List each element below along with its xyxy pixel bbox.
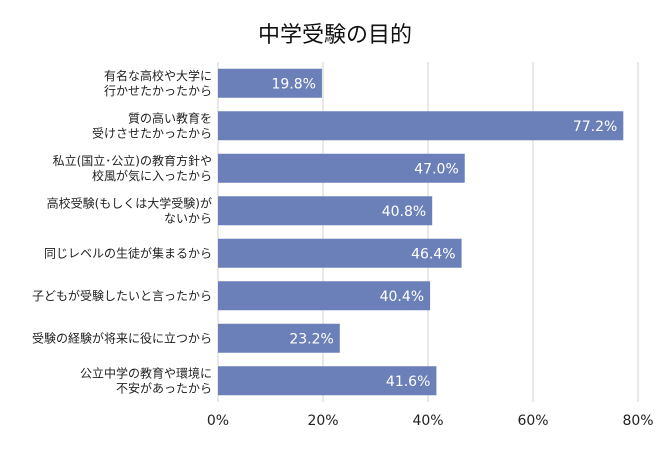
data-label: 77.2% — [573, 119, 617, 135]
bars: 19.8% 77.2% 47.0% 40.8% 46.4% 40.4% 23.2% 41.6% — [218, 68, 624, 396]
data-label: 40.4% — [380, 289, 424, 305]
bar — [218, 153, 465, 183]
category-label: 私立(国立･公立)の教育方針や — [53, 153, 212, 168]
data-label: 47.0% — [414, 161, 458, 177]
category-label: 行かせたかったから — [104, 84, 212, 98]
x-tick-label: 0% — [207, 413, 229, 429]
category-label: 有名な高校や大学に — [104, 68, 212, 83]
category-label: 校風が気に入ったから — [92, 168, 212, 183]
category-label: 高校受験(もしくは大学受験)が — [47, 195, 212, 210]
category-label: 受けさせたかったから — [92, 126, 212, 140]
category-label: 受験の経験が将来に役に立つから — [32, 330, 212, 345]
x-tick-label: 60% — [517, 413, 548, 429]
category-label: 子どもが受験したいと言ったから — [32, 288, 212, 303]
data-label: 19.8% — [271, 76, 315, 92]
data-label: 46.4% — [411, 246, 455, 262]
bar — [218, 323, 340, 353]
bar — [218, 366, 437, 396]
category-labels: 有名な高校や大学に行かせたかったから質の高い教育を受けさせたかったから私立(国立… — [32, 68, 212, 396]
bar — [218, 196, 433, 226]
data-label: 41.6% — [386, 374, 430, 390]
x-tick-label: 20% — [307, 413, 338, 429]
category-label: ないから — [164, 211, 212, 225]
bar — [218, 281, 431, 311]
chart-title: 中学受験の目的 — [258, 23, 412, 48]
x-axis-tick-labels: 0% 20% 40% 60% 80% — [207, 413, 654, 429]
bar — [218, 238, 462, 268]
category-label: 不安があったから — [116, 380, 212, 395]
bar — [218, 111, 624, 141]
x-tick-label: 40% — [412, 413, 443, 429]
data-label: 40.8% — [382, 204, 426, 220]
bar — [218, 68, 322, 98]
category-label: 同じレベルの生徒が集まるから — [44, 245, 212, 260]
data-label: 23.2% — [289, 331, 333, 347]
category-label: 質の高い教育を — [128, 110, 212, 125]
category-label: 公立中学の教育や環境に — [80, 365, 212, 380]
x-tick-label: 80% — [622, 413, 653, 429]
